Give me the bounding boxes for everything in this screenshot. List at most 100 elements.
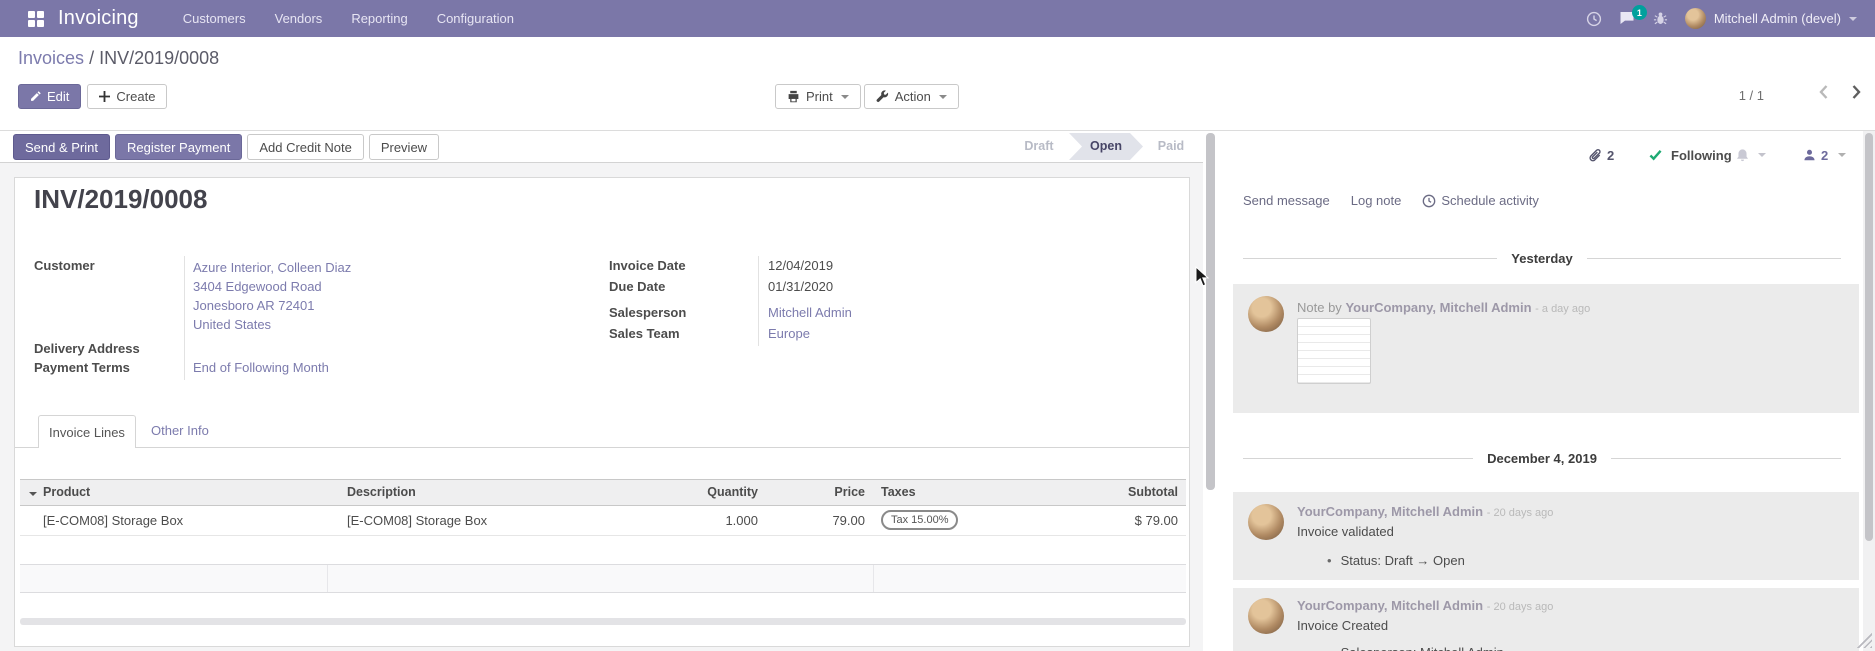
create-button[interactable]: Create <box>87 84 168 109</box>
col-price[interactable]: Price <box>834 485 865 499</box>
plus-icon <box>99 91 111 102</box>
user-menu[interactable]: Mitchell Admin (devel) <box>1684 8 1857 29</box>
chatter-message: YourCompany, Mitchell Admin - 20 days ag… <box>1233 492 1859 580</box>
status-paid[interactable]: Paid <box>1157 139 1185 153</box>
sort-caret-cell[interactable] <box>20 480 37 505</box>
due-date-value[interactable]: 01/31/2020 <box>768 279 834 294</box>
chevron-down-icon <box>1849 16 1857 21</box>
col-subtotal[interactable]: Subtotal <box>1128 485 1178 499</box>
breadcrumb-invoices-link[interactable]: Invoices <box>18 48 85 68</box>
main-menus: Customers Vendors Reporting Configuratio… <box>183 11 514 26</box>
form-vertical-scrollbar[interactable] <box>1206 133 1215 490</box>
print-button[interactable]: Print <box>775 84 861 109</box>
action-button[interactable]: Action <box>863 84 959 109</box>
edit-button[interactable]: Edit <box>18 84 82 109</box>
author-avatar[interactable] <box>1248 598 1284 634</box>
register-payment-button[interactable]: Register Payment <box>115 134 243 160</box>
tab-invoice-lines[interactable]: Invoice Lines <box>38 415 136 448</box>
message-body: Invoice Created <box>1297 618 1389 633</box>
payment-terms-value[interactable]: End of Following Month <box>193 360 329 375</box>
following-button[interactable]: Following <box>1649 143 1732 167</box>
messages-icon[interactable]: 1 <box>1619 5 1647 26</box>
chatter-scrollbar-thumb[interactable] <box>1865 133 1873 541</box>
activities-clock-icon[interactable] <box>1586 11 1602 27</box>
pager-previous-button[interactable] <box>1818 84 1829 100</box>
log-note-link[interactable]: Log note <box>1350 193 1402 208</box>
chevron-down-icon <box>938 94 947 99</box>
navbar-right: 1 Mitchell Admin (devel) <box>1586 5 1857 29</box>
cp-action-buttons: Print Action <box>775 84 959 109</box>
author-avatar[interactable] <box>1248 504 1284 540</box>
app-brand[interactable]: Invoicing <box>58 7 139 29</box>
invoice-lines-table: Product Description Quantity Price Taxes… <box>20 479 1186 536</box>
cell-quantity[interactable]: 1.000 <box>725 513 758 528</box>
control-panel: Invoices / INV/2019/0008 Edit Create Pri… <box>0 37 1875 131</box>
pager-counter: 1 / 1 <box>1738 88 1764 103</box>
status-draft[interactable]: Draft <box>1024 139 1054 153</box>
tab-underline <box>15 447 1189 448</box>
attachments-button[interactable]: 2 <box>1589 143 1614 167</box>
field-divider <box>184 256 185 380</box>
user-name: Mitchell Admin (devel) <box>1713 11 1841 26</box>
col-taxes[interactable]: Taxes <box>881 485 916 499</box>
person-icon <box>1804 149 1815 161</box>
col-product[interactable]: Product <box>43 485 91 499</box>
following-label: Following <box>1671 147 1732 163</box>
status-pipeline: Draft Open Paid <box>1009 133 1199 160</box>
table-row[interactable]: [E-COM08] Storage Box [E-COM08] Storage … <box>20 506 1186 536</box>
send-print-button[interactable]: Send & Print <box>13 134 110 160</box>
customer-country[interactable]: United States <box>193 317 272 332</box>
status-open[interactable]: Open <box>1069 133 1143 160</box>
pager-nav <box>1818 84 1862 100</box>
pager-next-button[interactable] <box>1851 84 1862 100</box>
preview-button[interactable]: Preview <box>368 134 440 160</box>
notification-bell-button[interactable] <box>1735 143 1766 167</box>
apps-grid-icon[interactable] <box>28 10 44 27</box>
horizontal-scrollbar[interactable] <box>20 618 1186 625</box>
clock-icon <box>1423 194 1436 207</box>
followers-button[interactable]: 2 <box>1803 143 1847 167</box>
col-quantity[interactable]: Quantity <box>707 485 758 499</box>
menu-customers[interactable]: Customers <box>182 11 246 26</box>
breadcrumb: Invoices / INV/2019/0008 <box>18 48 219 69</box>
menu-configuration[interactable]: Configuration <box>436 11 515 26</box>
customer-street[interactable]: 3404 Edgewood Road <box>193 279 322 294</box>
cell-description[interactable]: [E-COM08] Storage Box <box>347 513 488 528</box>
invoice-date-value[interactable]: 12/04/2019 <box>768 258 834 273</box>
cell-product[interactable]: [E-COM08] Storage Box <box>43 513 184 528</box>
attachment-preview[interactable] <box>1297 318 1371 384</box>
table-header-row: Product Description Quantity Price Taxes… <box>20 479 1186 506</box>
tracking-change: Status: Draft → Open <box>1327 553 1465 568</box>
chatter-panel: 2 Following 2 Send message Log note Sche… <box>1217 131 1875 651</box>
field-divider <box>758 256 759 346</box>
add-credit-note-button[interactable]: Add Credit Note <box>247 134 364 160</box>
menu-vendors[interactable]: Vendors <box>274 11 323 26</box>
message-author[interactable]: YourCompany, Mitchell Admin <box>1345 300 1532 315</box>
tab-other-info[interactable]: Other Info <box>151 423 209 438</box>
message-timestamp: - a day ago <box>1535 303 1591 315</box>
col-description[interactable]: Description <box>347 485 416 499</box>
cell-taxes[interactable]: Tax 15.00% <box>873 506 1027 535</box>
customer-value: Azure Interior, Colleen Diaz 3404 Edgewo… <box>193 258 351 334</box>
send-message-link[interactable]: Send message <box>1243 193 1330 208</box>
chevron-down-icon <box>840 94 849 99</box>
message-author[interactable]: YourCompany, Mitchell Admin <box>1297 504 1484 519</box>
statusbar: Send & Print Register Payment Add Credit… <box>0 131 1203 163</box>
day-divider-december: December 4, 2019 <box>1243 449 1842 467</box>
author-avatar[interactable] <box>1248 296 1284 332</box>
message-timestamp: - 20 days ago <box>1486 507 1554 519</box>
menu-reporting[interactable]: Reporting <box>351 11 408 26</box>
debug-bug-icon[interactable] <box>1653 11 1668 26</box>
chatter-message: YourCompany, Mitchell Admin - 20 days ag… <box>1233 588 1859 651</box>
message-count-badge: 1 <box>1631 5 1647 20</box>
message-author[interactable]: YourCompany, Mitchell Admin <box>1297 598 1484 613</box>
sales-team-value[interactable]: Europe <box>768 326 810 341</box>
pencil-icon <box>31 91 41 101</box>
customer-city[interactable]: Jonesboro AR 72401 <box>193 298 315 313</box>
cell-price[interactable]: 79.00 <box>832 513 865 528</box>
customer-link[interactable]: Azure Interior, Colleen Diaz <box>193 260 352 275</box>
schedule-activity-link[interactable]: Schedule activity <box>1422 193 1539 208</box>
wrench-icon <box>876 90 888 102</box>
cell-subtotal[interactable]: $ 79.00 <box>1134 513 1178 528</box>
salesperson-value[interactable]: Mitchell Admin <box>768 305 852 320</box>
